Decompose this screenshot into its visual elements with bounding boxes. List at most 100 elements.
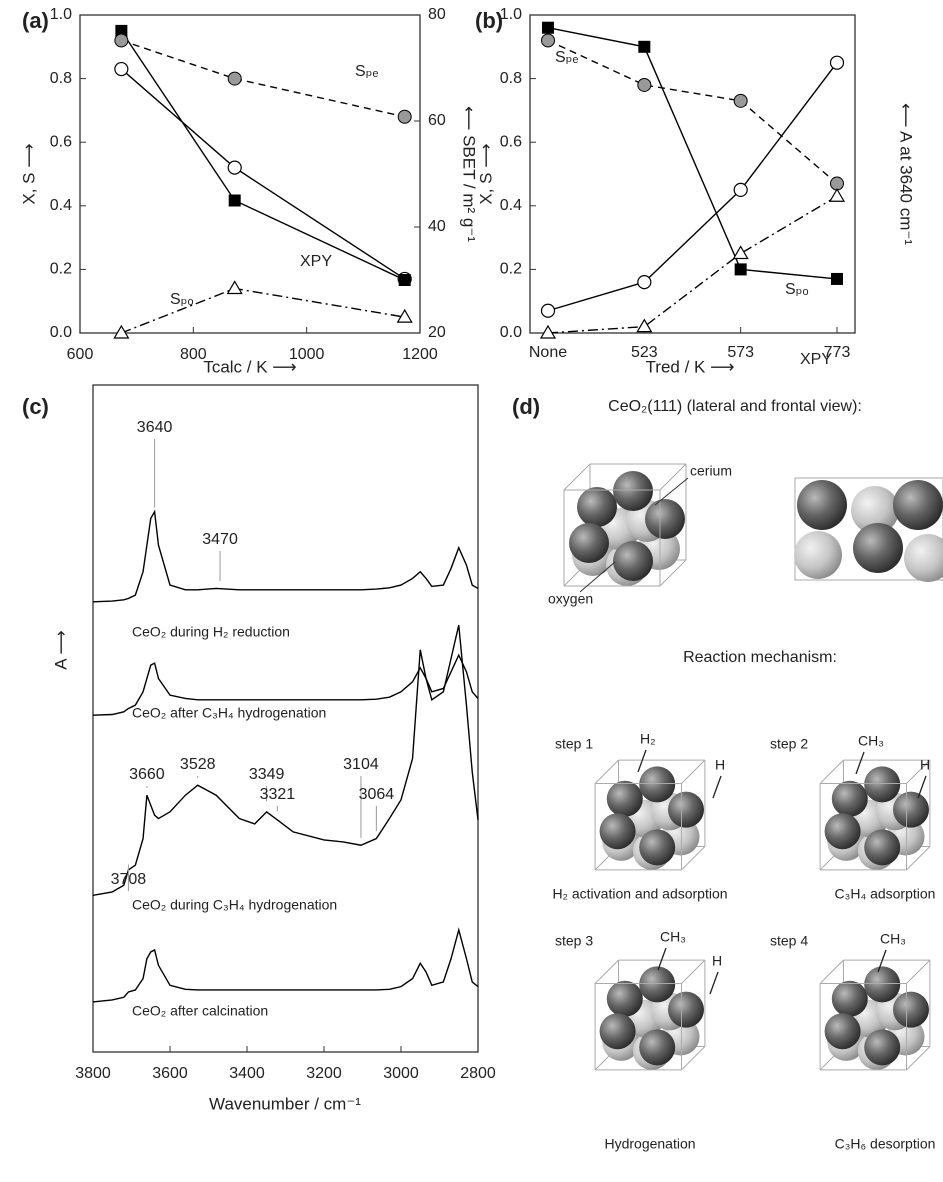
bond — [709, 971, 719, 995]
marker — [636, 318, 653, 333]
peak-label: 3064 — [359, 786, 395, 803]
y-tick-label: 1.0 — [50, 6, 72, 23]
series-line — [120, 68, 406, 280]
cerium-atom — [864, 966, 901, 1003]
x-tick-label: 1200 — [402, 346, 438, 363]
x-tick-label: 3600 — [152, 1065, 188, 1082]
cube-edge — [681, 959, 706, 984]
cerium-atom — [831, 780, 868, 817]
cerium-atom — [824, 813, 861, 850]
marker — [732, 245, 749, 260]
x-tick-label: 1000 — [289, 346, 325, 363]
panel-label: (d) — [512, 394, 540, 419]
cerium-atom — [577, 487, 617, 527]
marker — [228, 194, 241, 207]
marker — [733, 93, 748, 108]
bond — [855, 751, 865, 775]
cerium-atom — [639, 1029, 676, 1066]
cerium-atom — [893, 791, 929, 828]
panel-label: (b) — [475, 8, 503, 33]
cube-edge — [819, 759, 844, 784]
marker — [637, 275, 652, 290]
marker — [733, 182, 748, 197]
bond — [657, 947, 667, 971]
series-line — [547, 39, 838, 185]
step-caption: Hydrogenation — [604, 1136, 695, 1152]
plot-frame — [529, 14, 856, 334]
series-label: XPY — [800, 351, 832, 368]
step-label: step 1 — [555, 736, 593, 752]
x-tick-label: None — [529, 344, 567, 361]
cube-edge — [819, 959, 844, 984]
marker — [226, 280, 243, 295]
species-label: H — [920, 757, 930, 773]
cerium-atom — [639, 829, 676, 866]
marker — [396, 308, 413, 323]
x-tick-label: 800 — [180, 346, 207, 363]
frontal-box — [794, 477, 943, 581]
species-label: H₂ — [640, 731, 656, 747]
step-caption: C₃H₄ adsorption — [835, 886, 936, 902]
y-tick-label: 1.0 — [500, 6, 522, 23]
marker — [397, 109, 412, 124]
cube-edge — [659, 463, 687, 491]
x-tick-label: 523 — [631, 344, 658, 361]
peak-label: 3470 — [202, 531, 238, 548]
y-tick-label: 0.2 — [500, 261, 522, 278]
atom-label: oxygen — [548, 591, 593, 607]
cerium-atom — [613, 471, 653, 511]
series-line — [547, 27, 838, 280]
y2-tick-label: 40 — [428, 218, 446, 235]
series-line — [92, 509, 479, 603]
y2-axis-label: ⟵ A at 3640 cm⁻¹ — [897, 103, 916, 245]
step-label: step 2 — [770, 736, 808, 752]
series-label: CeO₂ after C₃H₄ hydrogenation — [132, 705, 326, 721]
species-label: H — [715, 757, 725, 773]
mechanism-title: Reaction mechanism: — [683, 649, 837, 666]
cerium-atom — [893, 480, 943, 530]
cerium-atom — [824, 1013, 861, 1050]
cerium-atom — [606, 780, 643, 817]
series-line — [121, 287, 405, 334]
species-label: CH₃ — [858, 733, 884, 749]
peak-label: 3640 — [137, 419, 173, 436]
cube-edge — [594, 759, 619, 784]
series-line — [92, 653, 479, 716]
cerium-atom — [599, 1013, 636, 1050]
marker — [541, 33, 555, 48]
y-axis-label: A ⟶ — [51, 630, 70, 670]
marker — [113, 324, 130, 339]
series-line — [92, 927, 479, 1003]
cerium-atom — [864, 829, 901, 866]
series-label: Sₚₑ — [555, 49, 579, 66]
y-tick-label: 0.6 — [50, 133, 72, 150]
y-tick-label: 0.8 — [500, 70, 522, 87]
x-tick-label: 3000 — [383, 1065, 419, 1082]
cerium-atom — [797, 480, 847, 530]
diagram: (d) CeO₂(111) (lateral and frontal view):… — [512, 394, 943, 1152]
oxygen-atom — [904, 534, 943, 582]
marker — [114, 33, 129, 48]
cube-edge — [594, 959, 619, 984]
cube-edge — [906, 846, 931, 871]
cerium-atom — [599, 813, 636, 850]
y-tick-label: 0.4 — [500, 197, 522, 214]
cerium-atom — [645, 499, 685, 539]
species-label: H — [712, 953, 722, 969]
series-label: Sₚₒ — [170, 291, 194, 308]
marker — [115, 24, 128, 37]
cube-edge — [906, 759, 931, 784]
cerium-atom — [668, 991, 704, 1028]
marker — [831, 272, 843, 285]
marker — [227, 160, 242, 175]
series-label: CeO₂ during H₂ reduction — [132, 624, 290, 640]
y-axis-label: X, S ⟶ — [476, 143, 495, 204]
peak-label: 3660 — [129, 766, 165, 783]
series-line — [121, 39, 405, 118]
step-label: step 3 — [555, 933, 593, 949]
peak-label: 3528 — [180, 756, 216, 773]
peak-label: 3104 — [343, 756, 379, 773]
species-label: CH₃ — [660, 929, 686, 945]
